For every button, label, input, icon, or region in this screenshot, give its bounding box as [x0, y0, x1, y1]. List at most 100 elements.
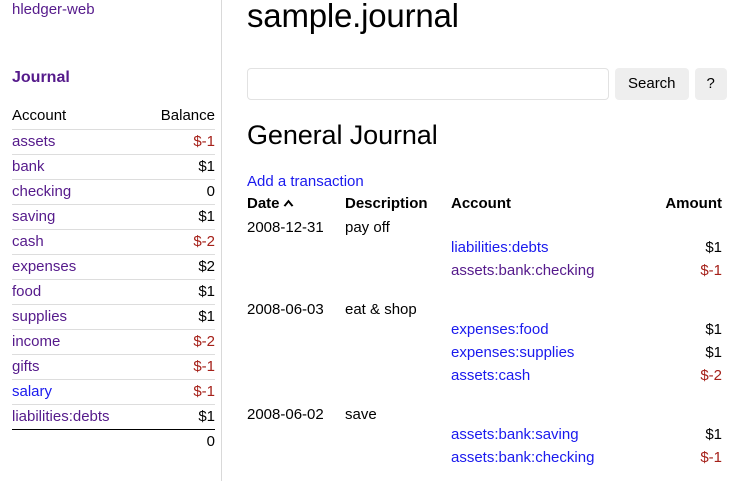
account-balance-cell: $-1: [113, 129, 215, 155]
search-input[interactable]: [247, 68, 609, 100]
account-link-cash[interactable]: cash: [12, 233, 44, 250]
posting-row: assets:bank:checking $-1: [247, 448, 722, 471]
sidebar-heading-journal[interactable]: Journal: [12, 69, 70, 86]
account-balance-cell: 0: [113, 179, 215, 205]
journal-header-row: Date Description Account Amount: [247, 194, 722, 216]
account-link-supplies[interactable]: supplies: [12, 308, 68, 325]
posting-date-spacer: [247, 261, 345, 284]
search-bar: Search ?: [247, 68, 727, 100]
account-total-row: 0: [12, 429, 215, 454]
account-name-cell: liabilities:debts: [12, 404, 114, 430]
posting-row: assets:cash $-2: [247, 366, 722, 389]
posting-row: liabilities:debts $1: [247, 238, 722, 261]
transaction-date: 2008-12-31: [247, 219, 324, 236]
column-header-amount[interactable]: Amount: [665, 195, 722, 212]
column-header-account[interactable]: Account: [451, 195, 511, 212]
posting-date-spacer: [247, 343, 345, 366]
posting-description-spacer: [345, 238, 451, 261]
posting-account-link[interactable]: assets:bank:saving: [451, 426, 579, 443]
account-total-balance: 0: [113, 429, 215, 454]
posting-account-link[interactable]: expenses:food: [451, 321, 549, 338]
account-balance-cell: $-2: [113, 329, 215, 355]
transaction-header-row: 2008-06-02 save: [247, 403, 722, 425]
posting-account-link[interactable]: expenses:supplies: [451, 344, 575, 361]
posting-account-cell: liabilities:debts: [451, 238, 647, 261]
transaction-date: 2008-06-02: [247, 406, 324, 423]
account-link-expenses[interactable]: expenses: [12, 258, 77, 275]
posting-account-link[interactable]: liabilities:debts: [451, 239, 549, 256]
account-total-label: [12, 429, 114, 454]
search-help-button[interactable]: ?: [694, 68, 727, 100]
posting-date-spacer: [247, 448, 345, 471]
account-name-cell: expenses: [12, 254, 114, 280]
account-link-bank[interactable]: bank: [12, 158, 45, 175]
column-header-description[interactable]: Description: [345, 195, 428, 212]
account-balance-cell: $1: [113, 404, 215, 430]
account-table-body: assets $-1 bank $1 checking 0 saving $1 cash $-2 e…: [12, 129, 215, 454]
account-link-salary[interactable]: salary: [12, 383, 53, 400]
posting-description-spacer: [345, 343, 451, 366]
account-link-assets[interactable]: assets: [12, 133, 56, 150]
transaction-date: 2008-06-03: [247, 301, 324, 318]
posting-description-spacer: [345, 261, 451, 284]
transaction-spacer: [247, 284, 722, 298]
main-content: sample.journal Search ? General Journal …: [223, 0, 742, 481]
search-button[interactable]: Search: [615, 68, 689, 100]
account-balance-cell: $1: [113, 154, 215, 180]
transaction-description: eat & shop: [345, 301, 417, 318]
posting-date-spacer: [247, 238, 345, 261]
account-balances-table: Account Balance assets $-1 bank $1 checking 0…: [12, 105, 215, 454]
transaction-header-row: 2008-12-31 pay off: [247, 216, 722, 238]
account-balance-cell: $-1: [113, 379, 215, 405]
posting-account-cell: assets:bank:checking: [451, 448, 647, 471]
account-link-checking[interactable]: checking: [12, 183, 72, 200]
account-name-cell: bank: [12, 154, 114, 180]
column-header-date[interactable]: Date: [247, 194, 345, 216]
account-row: gifts $-1: [12, 354, 215, 380]
account-name-cell: gifts: [12, 354, 114, 380]
account-balance-cell: $-1: [113, 354, 215, 380]
posting-account-link[interactable]: assets:bank:checking: [451, 449, 595, 466]
posting-amount-cell: $1: [705, 344, 722, 361]
column-header-date-label: Date: [247, 195, 280, 212]
page-title: sample.journal: [247, 0, 459, 34]
account-link-liabilities-debts[interactable]: liabilities:debts: [12, 408, 110, 425]
posting-row: assets:bank:saving $1: [247, 425, 722, 448]
account-name-cell: cash: [12, 229, 114, 255]
posting-amount-cell: $-1: [700, 262, 722, 279]
account-name-cell: assets: [12, 129, 114, 155]
posting-account-link[interactable]: assets:bank:checking: [451, 262, 595, 279]
posting-date-spacer: [247, 320, 345, 343]
account-link-saving[interactable]: saving: [12, 208, 56, 225]
account-name-cell: salary: [12, 379, 114, 405]
add-transaction-link[interactable]: Add a transaction: [247, 173, 364, 190]
account-row: cash $-2: [12, 229, 215, 255]
posting-description-spacer: [345, 448, 451, 471]
posting-account-cell: assets:bank:checking: [451, 261, 647, 284]
account-row: expenses $2: [12, 254, 215, 280]
posting-account-link[interactable]: assets:cash: [451, 367, 531, 384]
transaction-description: save: [345, 406, 377, 423]
account-link-gifts[interactable]: gifts: [12, 358, 40, 375]
account-link-income[interactable]: income: [12, 333, 61, 350]
account-row: saving $1: [12, 204, 215, 230]
sort-ascending-icon: [283, 197, 294, 209]
account-row: liabilities:debts $1: [12, 404, 215, 430]
account-row: assets $-1: [12, 129, 215, 155]
posting-date-spacer: [247, 425, 345, 448]
account-balance-cell: $1: [113, 304, 215, 330]
posting-account-cell: expenses:food: [451, 320, 647, 343]
brand-link[interactable]: hledger-web: [12, 1, 95, 18]
account-link-food[interactable]: food: [12, 283, 42, 300]
posting-row: assets:bank:checking $-1: [247, 261, 722, 284]
posting-row: expenses:food $1: [247, 320, 722, 343]
account-row: supplies $1: [12, 304, 215, 330]
transaction-spacer: [247, 389, 722, 403]
journal-table-body: 2008-12-31 pay off liabilities:debts $1 asse…: [247, 216, 722, 471]
journal-table: Date Description Account Amount 2008-12-…: [247, 194, 722, 471]
account-name-cell: checking: [12, 179, 114, 205]
sidebar: hledger-web Journal Account Balance asse…: [0, 0, 222, 481]
account-table-header-row: Account Balance: [12, 105, 215, 130]
account-name-cell: food: [12, 279, 114, 305]
